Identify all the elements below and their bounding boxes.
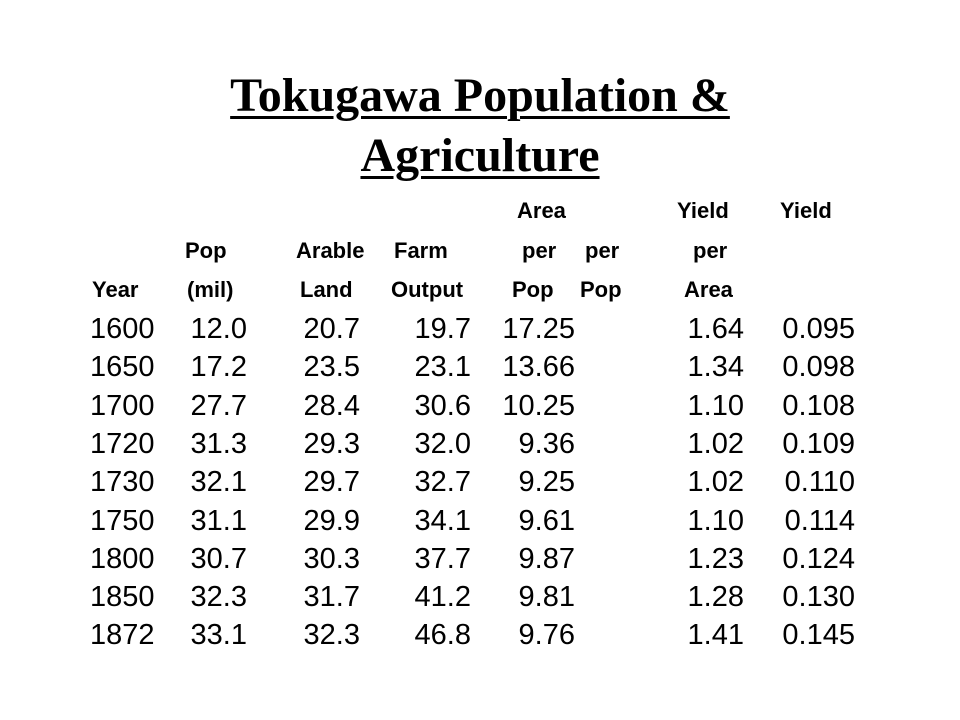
cell-land: 32.3 bbox=[303, 619, 360, 652]
cell-land: 29.3 bbox=[303, 427, 360, 460]
title-line-2: Agriculture bbox=[360, 129, 600, 182]
cell-yield-per-area: 0.130 bbox=[782, 581, 855, 614]
cell-land: 28.4 bbox=[303, 389, 360, 422]
header-farm: Farm bbox=[394, 238, 448, 263]
cell-year: 1800 bbox=[90, 542, 155, 575]
cell-output: 34.1 bbox=[414, 504, 471, 537]
cell-yield-per-area: 0.114 bbox=[784, 504, 855, 537]
cell-year: 1872 bbox=[90, 619, 155, 652]
header-land: Land bbox=[300, 277, 353, 302]
cell-year: 1600 bbox=[90, 313, 155, 345]
header-yield-per-pop: Yield bbox=[677, 198, 729, 223]
cell-pop: 32.3 bbox=[190, 581, 247, 614]
header-per-3: per bbox=[693, 238, 728, 263]
cell-year: 1850 bbox=[90, 581, 155, 614]
cell-yield-per-pop: 1.28 bbox=[687, 581, 744, 614]
cell-land: 29.9 bbox=[303, 504, 360, 537]
cell-pop: 17.2 bbox=[190, 351, 247, 384]
cell-yield-per-pop: 1.02 bbox=[687, 466, 744, 499]
cell-area-per-pop: 9.76 bbox=[518, 619, 575, 652]
header-area: Area bbox=[517, 198, 566, 223]
cell-yield-per-pop: 1.64 bbox=[687, 313, 744, 345]
header-area-2: Area bbox=[684, 277, 733, 302]
cell-land: 20.7 bbox=[303, 313, 360, 345]
header-pop-3: Pop bbox=[580, 277, 622, 302]
cell-yield-per-area: 0.124 bbox=[782, 542, 855, 575]
header-mil: (mil) bbox=[187, 277, 234, 302]
cell-area-per-pop: 9.87 bbox=[518, 542, 575, 575]
cell-output: 32.0 bbox=[414, 427, 471, 460]
cell-output: 19.7 bbox=[414, 313, 471, 345]
cell-year: 1700 bbox=[90, 389, 155, 422]
cell-area-per-pop: 9.61 bbox=[518, 504, 575, 537]
cell-yield-per-area: 0.145 bbox=[782, 619, 855, 652]
cell-area-per-pop: 17.25 bbox=[502, 313, 575, 345]
cell-year: 1650 bbox=[90, 351, 155, 384]
cell-pop: 32.1 bbox=[190, 466, 247, 499]
cell-output: 46.8 bbox=[414, 619, 471, 652]
cell-pop: 31.1 bbox=[190, 504, 247, 537]
cell-yield-per-area: 0.098 bbox=[782, 351, 855, 384]
cell-year: 1750 bbox=[90, 504, 155, 537]
cell-area-per-pop: 9.36 bbox=[518, 427, 575, 460]
cell-pop: 12.0 bbox=[190, 313, 247, 345]
cell-yield-per-pop: 1.23 bbox=[687, 542, 744, 575]
cell-yield-per-pop: 1.10 bbox=[687, 389, 744, 422]
cell-pop: 31.3 bbox=[190, 427, 247, 460]
cell-land: 29.7 bbox=[303, 466, 360, 499]
cell-output: 30.6 bbox=[414, 389, 471, 422]
cell-yield-per-area: 0.109 bbox=[782, 427, 855, 460]
cell-output: 32.7 bbox=[414, 466, 471, 499]
header-output: Output bbox=[391, 277, 464, 302]
cell-area-per-pop: 10.25 bbox=[502, 389, 575, 422]
cell-yield-per-area: 0.110 bbox=[784, 466, 855, 499]
cell-pop: 30.7 bbox=[190, 542, 247, 575]
cell-area-per-pop: 9.25 bbox=[518, 466, 575, 499]
cell-year: 1720 bbox=[90, 427, 155, 460]
header-per-1: per bbox=[522, 238, 557, 263]
header-yield-per-area: Yield bbox=[780, 198, 832, 223]
cell-area-per-pop: 9.81 bbox=[518, 581, 575, 614]
header-arable: Arable bbox=[296, 238, 365, 263]
cell-yield-per-area: 0.108 bbox=[782, 389, 855, 422]
cell-pop: 27.7 bbox=[190, 389, 247, 422]
cell-pop: 33.1 bbox=[190, 619, 247, 652]
header-year: Year bbox=[92, 277, 139, 302]
cell-output: 37.7 bbox=[414, 542, 471, 575]
cell-yield-per-pop: 1.34 bbox=[687, 351, 744, 384]
title-line-1: Tokugawa Population & bbox=[230, 69, 730, 122]
cell-land: 31.7 bbox=[303, 581, 360, 614]
cell-output: 23.1 bbox=[414, 351, 471, 384]
cell-land: 23.5 bbox=[303, 351, 360, 384]
header-per-2: per bbox=[585, 238, 620, 263]
cell-yield-per-area: 0.095 bbox=[782, 313, 855, 345]
slide-title: Tokugawa Population & Agriculture bbox=[0, 66, 960, 186]
cell-yield-per-pop: 1.10 bbox=[687, 504, 744, 537]
cell-yield-per-pop: 1.41 bbox=[687, 619, 744, 652]
cell-yield-per-pop: 1.02 bbox=[687, 427, 744, 460]
cell-land: 30.3 bbox=[303, 542, 360, 575]
cell-output: 41.2 bbox=[414, 581, 471, 614]
header-pop: Pop bbox=[185, 238, 227, 263]
cell-area-per-pop: 13.66 bbox=[502, 351, 575, 384]
header-pop-2: Pop bbox=[512, 277, 554, 302]
cell-year: 1730 bbox=[90, 466, 155, 499]
